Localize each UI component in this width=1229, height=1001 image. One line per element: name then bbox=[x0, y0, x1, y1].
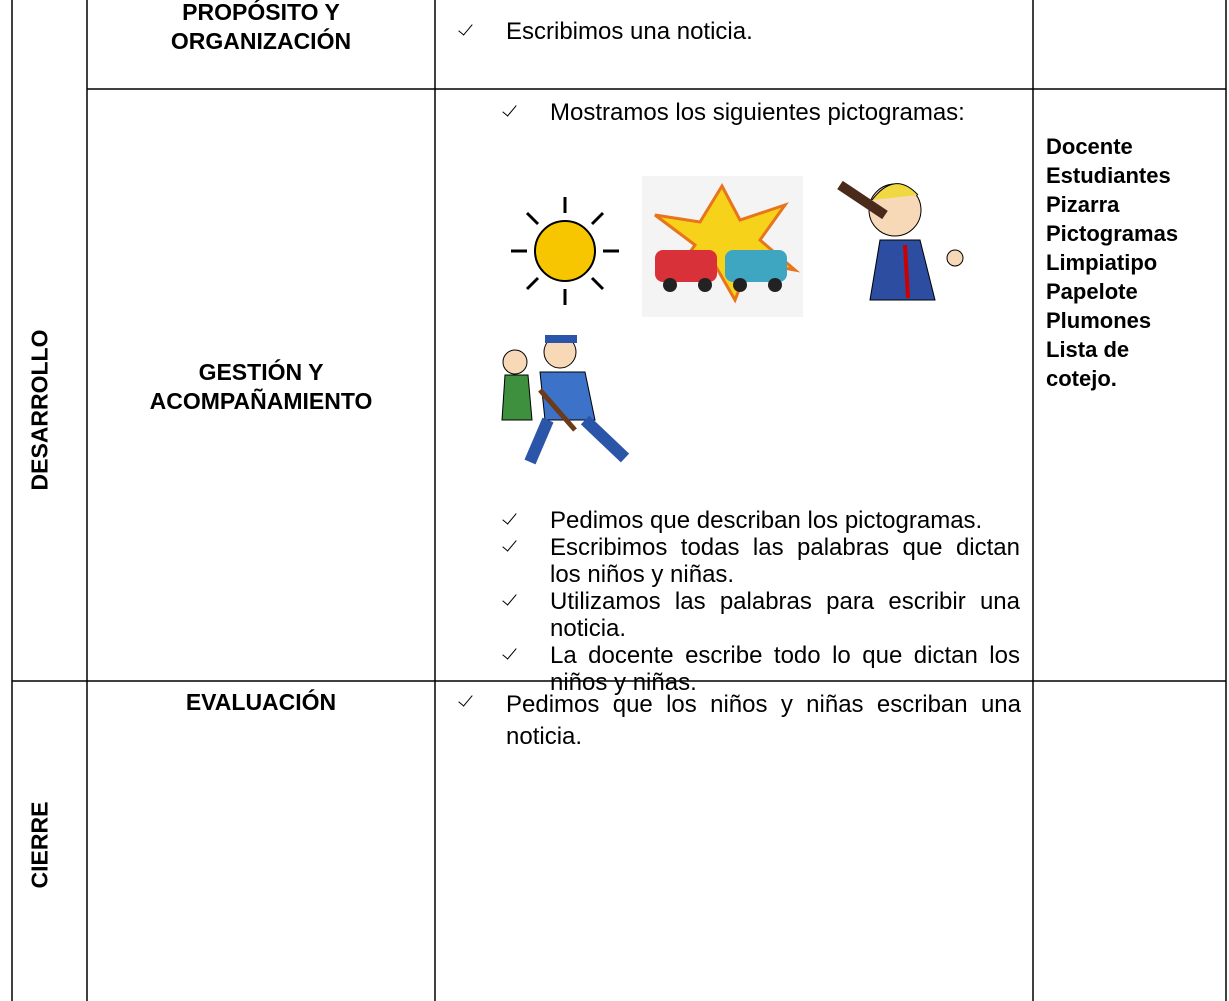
activity-text: Escribimos todas las palabras que dictan… bbox=[550, 534, 1020, 588]
stage-label: GESTIÓN Y ACOMPAÑAMIENTO bbox=[149, 359, 373, 414]
stage-cell: PROPÓSITO Y ORGANIZACIÓN bbox=[87, 0, 435, 56]
activity-item: La docente escribe todo lo que dictan lo… bbox=[502, 642, 1020, 696]
material-item: Papelote bbox=[1046, 279, 1138, 304]
intro-item: Mostramos los siguientes pictogramas: bbox=[502, 99, 1020, 126]
stage-label: EVALUACIÓN bbox=[185, 689, 337, 715]
activity-item: Utilizamos las palabras para escribir un… bbox=[502, 588, 1020, 642]
activities-cell: Pedimos que describan los pictogramas. Es… bbox=[502, 507, 1020, 696]
material-item: Pizarra bbox=[1046, 192, 1120, 217]
material-item: Plumones bbox=[1046, 308, 1152, 333]
material-item: Pictogramas bbox=[1046, 221, 1179, 246]
activities-cell: Escribimos una noticia. bbox=[458, 18, 1021, 45]
activity-text: Pedimos que los niños y niñas escriban u… bbox=[506, 691, 1021, 750]
intro-text: Mostramos los siguientes pictogramas: bbox=[550, 99, 965, 126]
activities-cell: Pedimos que los niños y niñas escriban u… bbox=[458, 689, 1021, 753]
material-item: Lista de cotejo. bbox=[1046, 337, 1130, 391]
stage-cell: GESTIÓN Y ACOMPAÑAMIENTO bbox=[87, 358, 435, 416]
stage-label: PROPÓSITO Y ORGANIZACIÓN bbox=[170, 0, 352, 54]
activity-list: Escribimos una noticia. bbox=[458, 18, 1021, 45]
activity-text: La docente escribe todo lo que dictan lo… bbox=[550, 642, 1020, 696]
material-item: Estudiantes bbox=[1046, 163, 1171, 188]
activities-cell: Mostramos los siguientes pictogramas: bbox=[502, 99, 1020, 126]
activity-text: Pedimos que describan los pictogramas. bbox=[550, 507, 983, 534]
materials-cell: Docente Estudiantes Pizarra Pictogramas Limp… bbox=[1046, 132, 1226, 393]
activity-text: Escribimos una noticia. bbox=[506, 18, 753, 45]
material-item: Limpiatipo bbox=[1046, 250, 1158, 275]
sun-pictogram bbox=[511, 197, 619, 305]
activity-list: Pedimos que describan los pictogramas. Es… bbox=[502, 507, 1020, 696]
activity-item: Pedimos que los niños y niñas escriban u… bbox=[458, 689, 1021, 753]
activity-text: Utilizamos las palabras para escribir un… bbox=[550, 588, 1020, 642]
materials-list: Docente Estudiantes Pizarra Pictogramas Limp… bbox=[1046, 132, 1226, 393]
phase-label: DESARROLLO bbox=[26, 329, 53, 491]
activity-list: Mostramos los siguientes pictogramas: bbox=[502, 99, 1020, 126]
activity-list: Pedimos que los niños y niñas escriban u… bbox=[458, 689, 1021, 753]
activity-item: Escribimos una noticia. bbox=[458, 18, 1021, 45]
police-pictogram bbox=[501, 335, 630, 465]
material-item: Docente bbox=[1046, 134, 1133, 159]
stage-cell: EVALUACIÓN bbox=[87, 688, 435, 717]
crash-pictogram bbox=[642, 176, 803, 317]
activity-item: Pedimos que describan los pictogramas. bbox=[502, 507, 1020, 534]
phase-label: CIERRE bbox=[26, 801, 53, 889]
drinking-pictogram bbox=[837, 180, 964, 301]
activity-item: Escribimos todas las palabras que dictan… bbox=[502, 534, 1020, 588]
